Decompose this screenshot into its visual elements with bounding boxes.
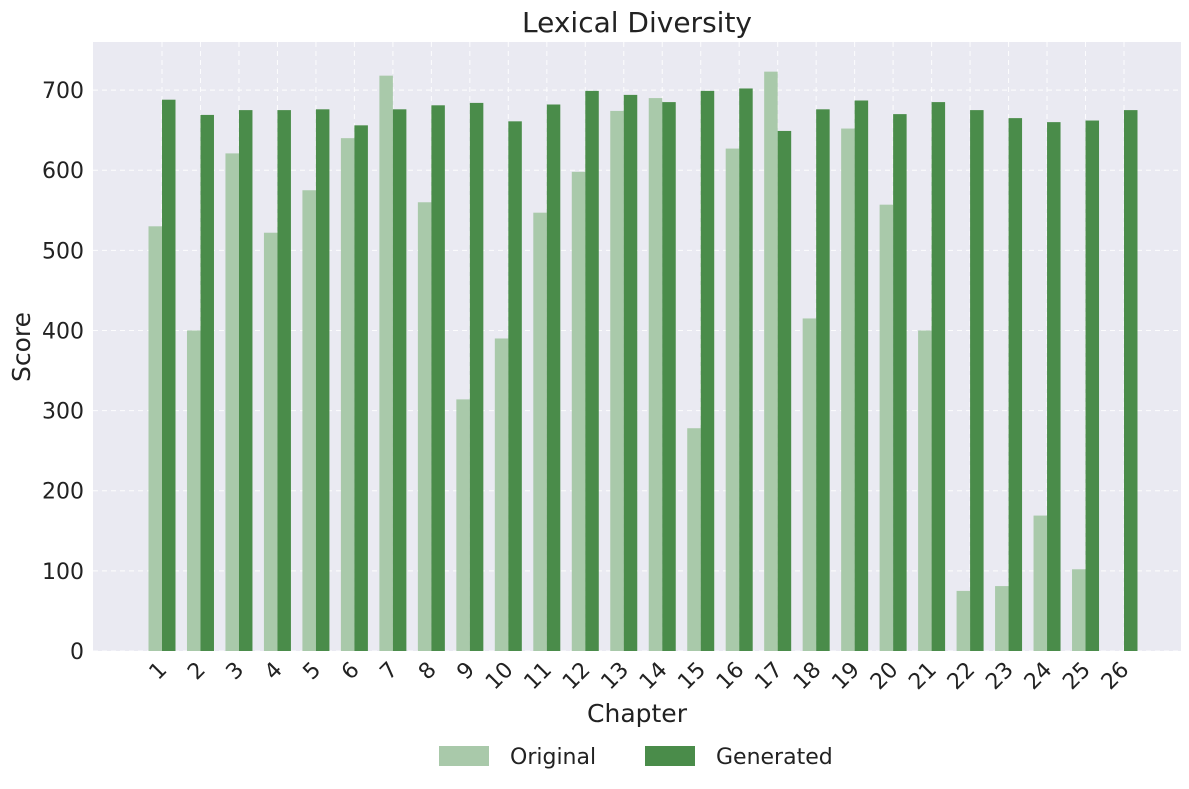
bar-original-chapter-4 [263,232,278,651]
bar-generated-chapter-11 [546,104,561,652]
bar-original-chapter-20 [879,204,894,651]
x-tick-label-11: 11 [520,658,557,695]
bar-generated-chapter-7 [392,109,407,651]
bar-generated-chapter-12 [585,90,599,652]
bar-generated-chapter-5 [315,109,330,651]
bar-generated-chapter-1 [162,99,176,651]
bar-original-chapter-12 [571,171,586,651]
bar-original-chapter-18 [802,318,817,651]
y-axis-label: Score [7,312,36,382]
bar-generated-chapter-15 [700,90,715,652]
x-tick-label-23: 23 [981,658,1018,695]
bar-generated-chapter-2 [200,114,214,651]
x-tick-label-26: 26 [1097,658,1134,695]
bar-original-chapter-2 [186,330,201,651]
x-tick-label-22: 22 [943,658,980,695]
bar-generated-chapter-24 [1047,122,1061,651]
bar-generated-chapter-13 [623,94,638,651]
bar-generated-chapter-25 [1085,120,1100,652]
legend-label-original: Original [510,745,596,770]
bar-original-chapter-9 [456,399,470,651]
bar-original-chapter-22 [956,590,971,651]
bar-original-chapter-11 [533,212,547,651]
bar-original-chapter-8 [417,202,432,651]
bar-original-chapter-23 [995,586,1009,651]
y-tick-label-100: 100 [42,560,84,585]
x-tick-label-6: 6 [337,658,365,686]
x-tick-label-4: 4 [260,658,288,686]
legend-swatch-generated [645,746,695,766]
bar-generated-chapter-3 [238,110,253,652]
bar-original-chapter-10 [494,338,509,651]
bar-generated-chapter-4 [277,110,291,652]
x-tick-label-3: 3 [222,658,250,686]
y-tick-label-0: 0 [70,640,84,665]
y-tick-label-500: 500 [42,239,84,264]
x-axis-ticks: 1 2 3 4 5 6 7 8 9 10 11 12 13 14 15 16 17 18 19 20 21 22 23 24 2… [145,658,1135,695]
y-tick-label-600: 600 [42,159,84,184]
x-tick-label-7: 7 [376,658,404,686]
y-tick-label-400: 400 [42,319,84,344]
bar-generated-chapter-19 [854,100,869,652]
x-tick-label-16: 16 [712,658,749,695]
bar-generated-chapter-10 [508,121,522,651]
x-tick-label-17: 17 [750,658,787,695]
x-tick-label-9: 9 [453,658,481,686]
bars [148,71,1138,652]
bar-original-chapter-15 [687,428,701,651]
x-tick-label-12: 12 [558,658,595,695]
bar-original-chapter-24 [1033,515,1048,651]
x-tick-label-2: 2 [183,658,211,686]
x-tick-label-15: 15 [673,658,710,695]
bar-generated-chapter-6 [354,125,368,651]
bar-original-chapter-21 [918,330,932,651]
x-tick-label-18: 18 [789,658,826,695]
y-axis-ticks: 0 100 200 300 400 500 600 700 [42,79,84,665]
x-tick-label-5: 5 [299,658,327,686]
x-tick-label-13: 13 [597,658,634,695]
bar-generated-chapter-9 [469,102,484,651]
x-tick-label-10: 10 [481,658,518,695]
bar-generated-chapter-23 [1008,118,1023,651]
bar-original-chapter-14 [648,98,663,651]
bar-original-chapter-3 [225,153,239,652]
bar-generated-chapter-16 [739,88,753,651]
bar-generated-chapter-26 [1124,110,1138,652]
y-tick-label-300: 300 [42,400,84,425]
bar-original-chapter-1 [148,226,162,652]
x-tick-label-24: 24 [1020,658,1057,695]
bar-generated-chapter-20 [893,114,907,652]
chart-title: Lexical Diversity [522,6,752,39]
bar-generated-chapter-17 [777,130,792,652]
bar-original-chapter-17 [764,71,778,651]
x-tick-label-20: 20 [866,658,903,695]
bar-generated-chapter-18 [816,109,830,651]
bar-generated-chapter-14 [662,102,676,651]
y-tick-label-200: 200 [42,480,84,505]
x-tick-label-21: 21 [904,658,941,695]
bar-original-chapter-13 [610,110,624,652]
bar-original-chapter-5 [302,190,316,652]
legend-swatch-original [439,746,489,766]
bar-original-chapter-16 [725,148,740,651]
x-tick-label-1: 1 [145,658,173,686]
y-tick-label-700: 700 [42,79,84,104]
x-tick-label-8: 8 [414,658,442,686]
bar-original-chapter-25 [1072,569,1086,651]
bar-generated-chapter-21 [931,102,946,651]
x-axis-label: Chapter [587,699,688,728]
bar-generated-chapter-22 [970,110,984,652]
legend: Original Generated [439,745,833,770]
x-tick-label-14: 14 [635,658,672,695]
legend-label-generated: Generated [716,745,833,770]
bar-original-chapter-7 [379,75,393,651]
bar-original-chapter-19 [841,128,855,651]
x-tick-label-19: 19 [827,658,864,695]
bar-generated-chapter-8 [431,105,445,651]
bar-original-chapter-6 [340,138,355,651]
x-tick-label-25: 25 [1058,658,1095,695]
